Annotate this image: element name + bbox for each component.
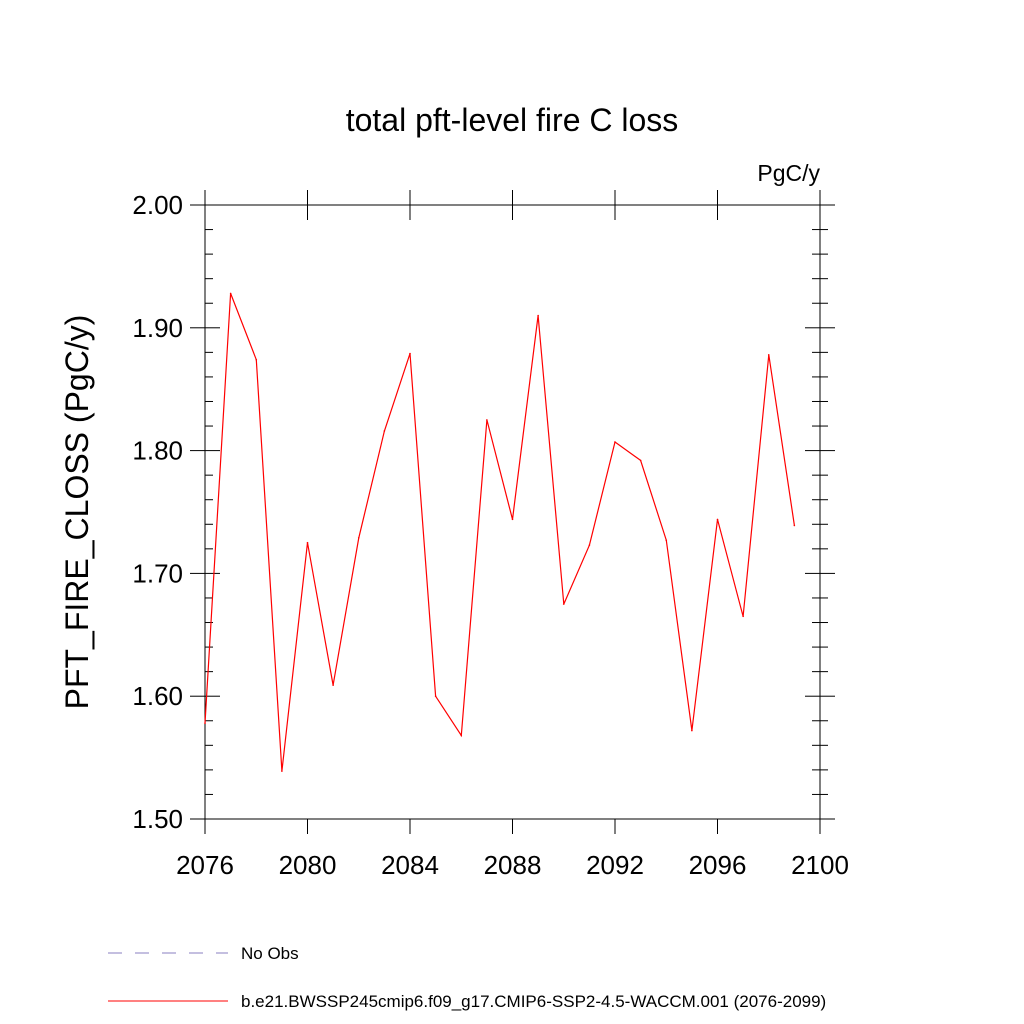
series-layer (204, 292, 796, 772)
data-point (742, 615, 744, 618)
y-axis-label: PFT_FIRE_CLOSS (PgC/y) (59, 315, 95, 710)
data-point (511, 518, 514, 521)
data-point (434, 695, 437, 697)
legend-label: b.e21.BWSSP245cmip6.f09_g17.CMIP6-SSP2-4… (241, 992, 826, 1011)
data-point (716, 518, 719, 521)
data-point (486, 419, 488, 421)
x-tick-label: 2092 (586, 850, 644, 880)
plot-area-frame (204, 204, 821, 820)
units-label: PgC/y (757, 160, 820, 186)
y-tick-label: 1.90 (132, 313, 183, 343)
data-point (767, 354, 770, 356)
x-tick-label: 2088 (484, 850, 542, 880)
y-tick-label: 1.70 (132, 558, 183, 588)
y-tick-label: 2.00 (132, 190, 183, 220)
data-point (255, 358, 258, 361)
data-point (229, 292, 232, 295)
data-point (562, 603, 565, 605)
x-tick-label: 2100 (791, 850, 849, 880)
data-point (537, 314, 539, 317)
data-point (204, 722, 206, 725)
data-point (357, 536, 360, 539)
data-point (332, 684, 334, 686)
y-tick-label: 1.80 (132, 436, 183, 466)
x-tick-label: 2096 (689, 850, 747, 880)
data-point (639, 459, 642, 462)
x-tick-label: 2076 (176, 850, 234, 880)
data-point (665, 539, 668, 542)
x-tick-label: 2080 (279, 850, 337, 880)
series-line (204, 293, 795, 772)
tick-labels: 2076 2080 2084 2088 2092 2096 2100 1.50 1.60 1.70… (132, 190, 849, 880)
data-point (588, 544, 591, 546)
y-tick-label: 1.50 (132, 804, 183, 834)
data-point (409, 352, 411, 355)
x-tick-label: 2084 (381, 850, 439, 880)
data-point (281, 770, 283, 772)
data-point (460, 734, 463, 737)
axis-ticks (190, 190, 835, 834)
y-tick-label: 1.60 (132, 681, 183, 711)
data-point (306, 541, 309, 544)
data-point (793, 524, 796, 527)
legend: No Obs b.e21.BWSSP245cmip6.f09_g17.CMIP6-… (108, 944, 826, 1011)
data-point (614, 441, 616, 443)
data-point (691, 729, 693, 732)
chart-title: total pft-level fire C loss (346, 102, 679, 138)
legend-label: No Obs (241, 944, 299, 963)
data-point (383, 430, 386, 432)
